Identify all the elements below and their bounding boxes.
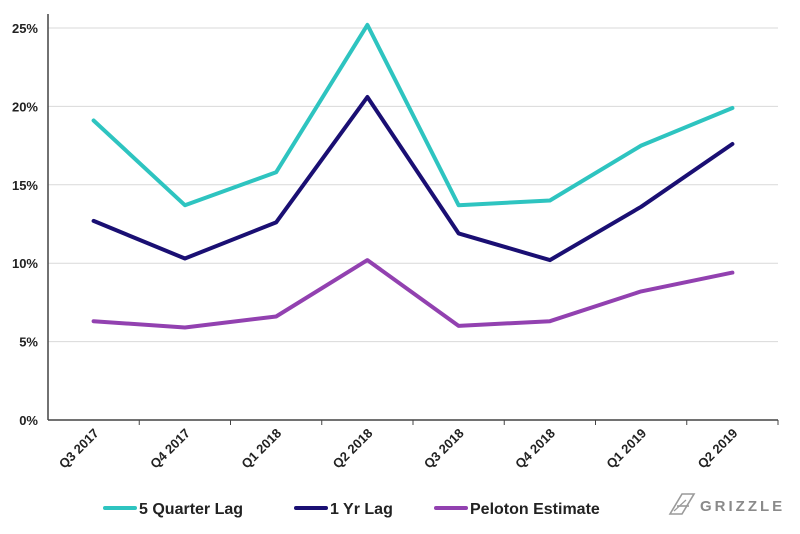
x-tick-label: Q4 2017 bbox=[147, 426, 193, 472]
x-axis-ticks: Q3 2017 Q4 2017 Q1 2018 Q2 2018 Q3 2018 Q4 20… bbox=[56, 420, 779, 472]
legend: 5 Quarter Lag 1 Yr Lag Peloton Estimate bbox=[103, 501, 600, 518]
series-line-1-yr-lag bbox=[91, 95, 735, 263]
y-tick-label: 20% bbox=[12, 99, 38, 114]
y-tick-label: 5% bbox=[19, 335, 38, 350]
legend-label: 1 Yr Lag bbox=[330, 501, 393, 518]
x-tick-label: Q1 2018 bbox=[238, 426, 284, 472]
y-tick-label: 25% bbox=[12, 21, 38, 36]
x-tick-label: Q2 2019 bbox=[695, 426, 741, 472]
series-layer bbox=[91, 22, 735, 330]
y-tick-label: 10% bbox=[12, 256, 38, 271]
legend-label: 5 Quarter Lag bbox=[139, 501, 243, 518]
x-tick-label: Q1 2019 bbox=[603, 426, 649, 472]
series-line-peloton-estimate bbox=[91, 258, 735, 330]
x-tick-label: Q2 2018 bbox=[330, 426, 376, 472]
x-tick-label: Q3 2017 bbox=[56, 426, 102, 472]
x-tick-label: Q3 2018 bbox=[421, 426, 467, 472]
series-line-5-quarter-lag bbox=[91, 22, 735, 208]
gridlines bbox=[48, 27, 778, 343]
y-tick-label: 15% bbox=[12, 178, 38, 193]
x-tick-label: Q4 2018 bbox=[512, 426, 558, 472]
y-tick-label: 0% bbox=[19, 413, 38, 428]
grizzle-logo: GRIZZLE bbox=[668, 493, 785, 515]
grizzle-logo-icon bbox=[668, 493, 696, 515]
logo-wordmark: GRIZZLE bbox=[700, 498, 785, 515]
legend-label: Peloton Estimate bbox=[470, 501, 600, 518]
y-axis-ticks: 0% 5% 10% 15% 20% 25% bbox=[12, 21, 38, 428]
